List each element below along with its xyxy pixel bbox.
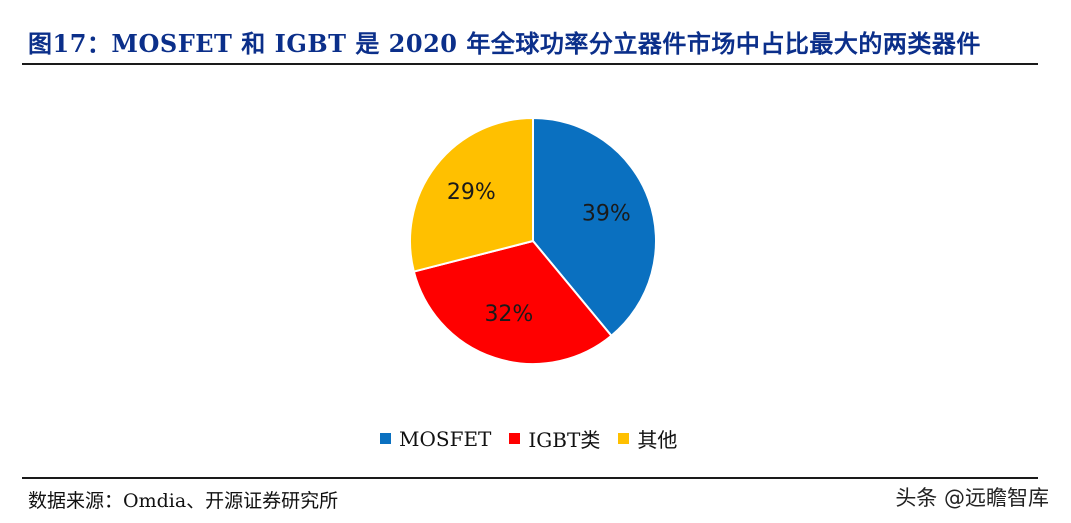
legend-swatch-mosfet xyxy=(380,433,391,444)
source-note: 数据来源：Omdia、开源证券研究所 xyxy=(28,490,339,512)
slice-label-igbt: 32% xyxy=(484,302,533,327)
title-divider xyxy=(22,63,1038,65)
legend-swatch-other xyxy=(618,433,630,444)
footer-divider xyxy=(22,477,1038,479)
pie-slice-mosfet xyxy=(532,116,657,338)
legend-label-mosfet: MOSFET xyxy=(399,426,492,451)
legend-swatch-igbt xyxy=(509,433,521,444)
slice-label-mosfet: 39% xyxy=(582,202,631,227)
pie-slice-igbt xyxy=(412,239,613,365)
chart-title: 图17：MOSFET 和 IGBT 是 2020 年全球功率分立器件市场中占比最… xyxy=(28,29,981,58)
slice-label-other: 29% xyxy=(447,180,496,205)
legend-label-igbt: IGBT类 xyxy=(528,428,601,452)
legend-item-other: 其他 xyxy=(618,424,677,453)
legend-item-mosfet: MOSFET xyxy=(380,427,491,451)
pie-slice-other xyxy=(409,116,534,273)
legend-label-other: 其他 xyxy=(637,428,678,452)
watermark: 头条 @远瞻智库 xyxy=(895,486,1049,510)
legend-item-igbt: IGBT类 xyxy=(509,424,600,453)
legend: MOSFET IGBT类 其他 xyxy=(380,424,677,453)
